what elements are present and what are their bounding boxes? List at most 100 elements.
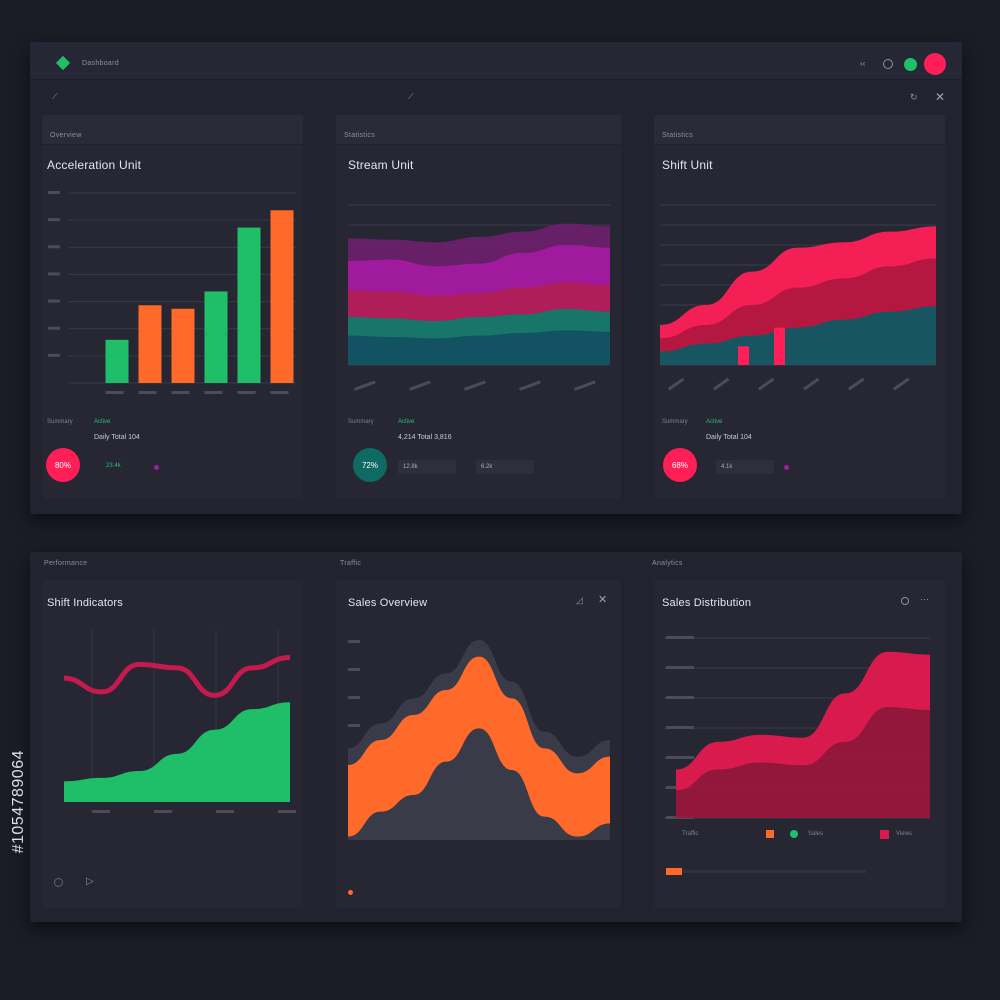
x-tick-label xyxy=(574,380,596,391)
area-series-4 xyxy=(348,330,610,365)
footer-line: Daily Total 104 xyxy=(706,434,752,441)
panel-head-label: Statistics xyxy=(662,132,694,139)
bottom-dashboard-window: Performance Traffic Analytics Shift Indi… xyxy=(30,552,962,922)
panel-header: Statistics xyxy=(654,115,945,145)
bar-Apr xyxy=(204,291,228,383)
expand-icon[interactable]: ◿ xyxy=(576,595,583,605)
orange-wave-series xyxy=(348,656,610,837)
value-chip-secondary[interactable]: 6.2k xyxy=(476,460,534,474)
more-icon[interactable]: ⋯ xyxy=(920,594,929,604)
panel-title: Sales Distribution xyxy=(662,597,752,609)
section-label: Traffic xyxy=(340,560,362,567)
bar-Feb xyxy=(138,305,162,383)
status-green-icon[interactable] xyxy=(904,58,917,71)
footer-label: Summary xyxy=(662,419,688,425)
x-tick-label xyxy=(270,391,289,394)
x-tick-label xyxy=(138,391,157,394)
progress-badge[interactable]: 72% xyxy=(353,448,387,482)
settings-icon[interactable] xyxy=(883,59,893,69)
panel-title: Shift Unit xyxy=(662,158,713,172)
value-chip[interactable]: 4.1k xyxy=(716,460,774,474)
prev-icon[interactable] xyxy=(54,878,63,887)
panel-title: Sales Overview xyxy=(348,597,428,609)
collapse-icon[interactable]: ⟋ xyxy=(52,92,58,101)
y-tick-label xyxy=(666,756,694,759)
x-tick-label xyxy=(758,377,775,391)
value-chip: 23.4k xyxy=(106,463,121,469)
y-tick-label xyxy=(48,191,60,194)
legend-label-traffic: Traffic xyxy=(682,831,699,837)
panel-header: Overview xyxy=(42,115,303,145)
expand-icon[interactable]: ⟋ xyxy=(408,92,414,101)
y-tick-label xyxy=(348,696,360,699)
refresh-icon[interactable]: ↻ xyxy=(910,92,918,102)
y-tick-label xyxy=(48,353,60,357)
value-chip[interactable]: 12.8k xyxy=(398,460,456,474)
y-tick-label xyxy=(48,218,60,222)
inset-bar xyxy=(774,327,785,365)
inset-bar xyxy=(738,346,749,365)
x-tick-label xyxy=(154,810,172,813)
footer-label: Summary xyxy=(348,419,374,425)
progress-bar-track xyxy=(666,870,866,873)
close-icon[interactable]: ✕ xyxy=(598,594,608,606)
close-icon[interactable]: ✕ xyxy=(935,90,946,104)
x-tick-label xyxy=(216,810,234,813)
legend-swatch-orange xyxy=(766,830,774,838)
area-chart xyxy=(348,204,610,391)
area-series-upper xyxy=(676,651,930,791)
panel-stream: Statistics Stream Unit Summary Active 4,… xyxy=(336,115,621,499)
bar-Jan xyxy=(105,339,129,383)
settings-icon[interactable] xyxy=(901,597,909,605)
bar-chart xyxy=(48,191,296,394)
panel-shift-indicators: Shift Indicators ▷ xyxy=(42,580,303,908)
status-red-icon[interactable] xyxy=(924,53,946,75)
panel-shift: Statistics Shift Unit Summary Active Dai… xyxy=(654,115,945,499)
bar-Jun xyxy=(270,210,294,383)
play-icon[interactable]: ▷ xyxy=(86,876,94,887)
x-tick-label xyxy=(668,377,685,391)
panel-title: Shift Indicators xyxy=(47,597,123,609)
panel-sales-distribution: Sales Distribution ⋯ Traffic Sales Views xyxy=(654,580,945,908)
y-tick-label xyxy=(666,726,694,729)
legend-label-sales: Sales xyxy=(808,831,824,837)
window-titlebar: Dashboard ‹‹ xyxy=(30,42,962,80)
panel-title: Acceleration Unit xyxy=(47,158,142,172)
line-area-chart xyxy=(63,630,296,813)
green-area-series xyxy=(64,702,290,802)
progress-badge[interactable]: 80% xyxy=(46,448,80,482)
x-tick-label xyxy=(171,391,190,394)
area-chart xyxy=(660,204,936,391)
menu-icon[interactable]: ‹‹ xyxy=(860,59,866,68)
panel-header: Statistics xyxy=(336,115,621,145)
x-tick-label xyxy=(353,380,376,391)
y-tick-label xyxy=(48,245,60,249)
progress-badge[interactable]: 68% xyxy=(663,448,697,482)
x-tick-label xyxy=(92,810,110,813)
x-tick-label xyxy=(409,380,431,391)
panel-acceleration: Overview Acceleration Unit Summary Activ… xyxy=(42,115,303,499)
wave-area-chart xyxy=(348,640,610,840)
indicator-dot xyxy=(154,465,159,470)
x-tick-label xyxy=(463,380,486,391)
section-label: Performance xyxy=(44,560,88,567)
legend-swatch-orange xyxy=(348,890,353,895)
x-tick-label xyxy=(204,391,223,394)
area-series-lower xyxy=(676,707,930,818)
x-tick-label xyxy=(848,377,865,391)
x-tick-label xyxy=(713,377,730,391)
x-tick-label xyxy=(105,391,124,394)
legend-dot-green xyxy=(790,830,798,838)
status-active: Active xyxy=(94,419,111,425)
bar-Mar xyxy=(171,308,195,383)
y-tick-label xyxy=(666,696,694,699)
x-tick-label xyxy=(893,377,910,391)
x-tick-label xyxy=(803,377,820,391)
y-tick-label xyxy=(666,666,694,669)
app-logo-icon xyxy=(55,55,71,71)
y-tick-label xyxy=(666,636,694,639)
y-tick-label xyxy=(48,326,60,330)
y-tick-label xyxy=(48,299,60,303)
panel-head-label: Statistics xyxy=(344,132,376,139)
status-active: Active xyxy=(706,419,723,425)
